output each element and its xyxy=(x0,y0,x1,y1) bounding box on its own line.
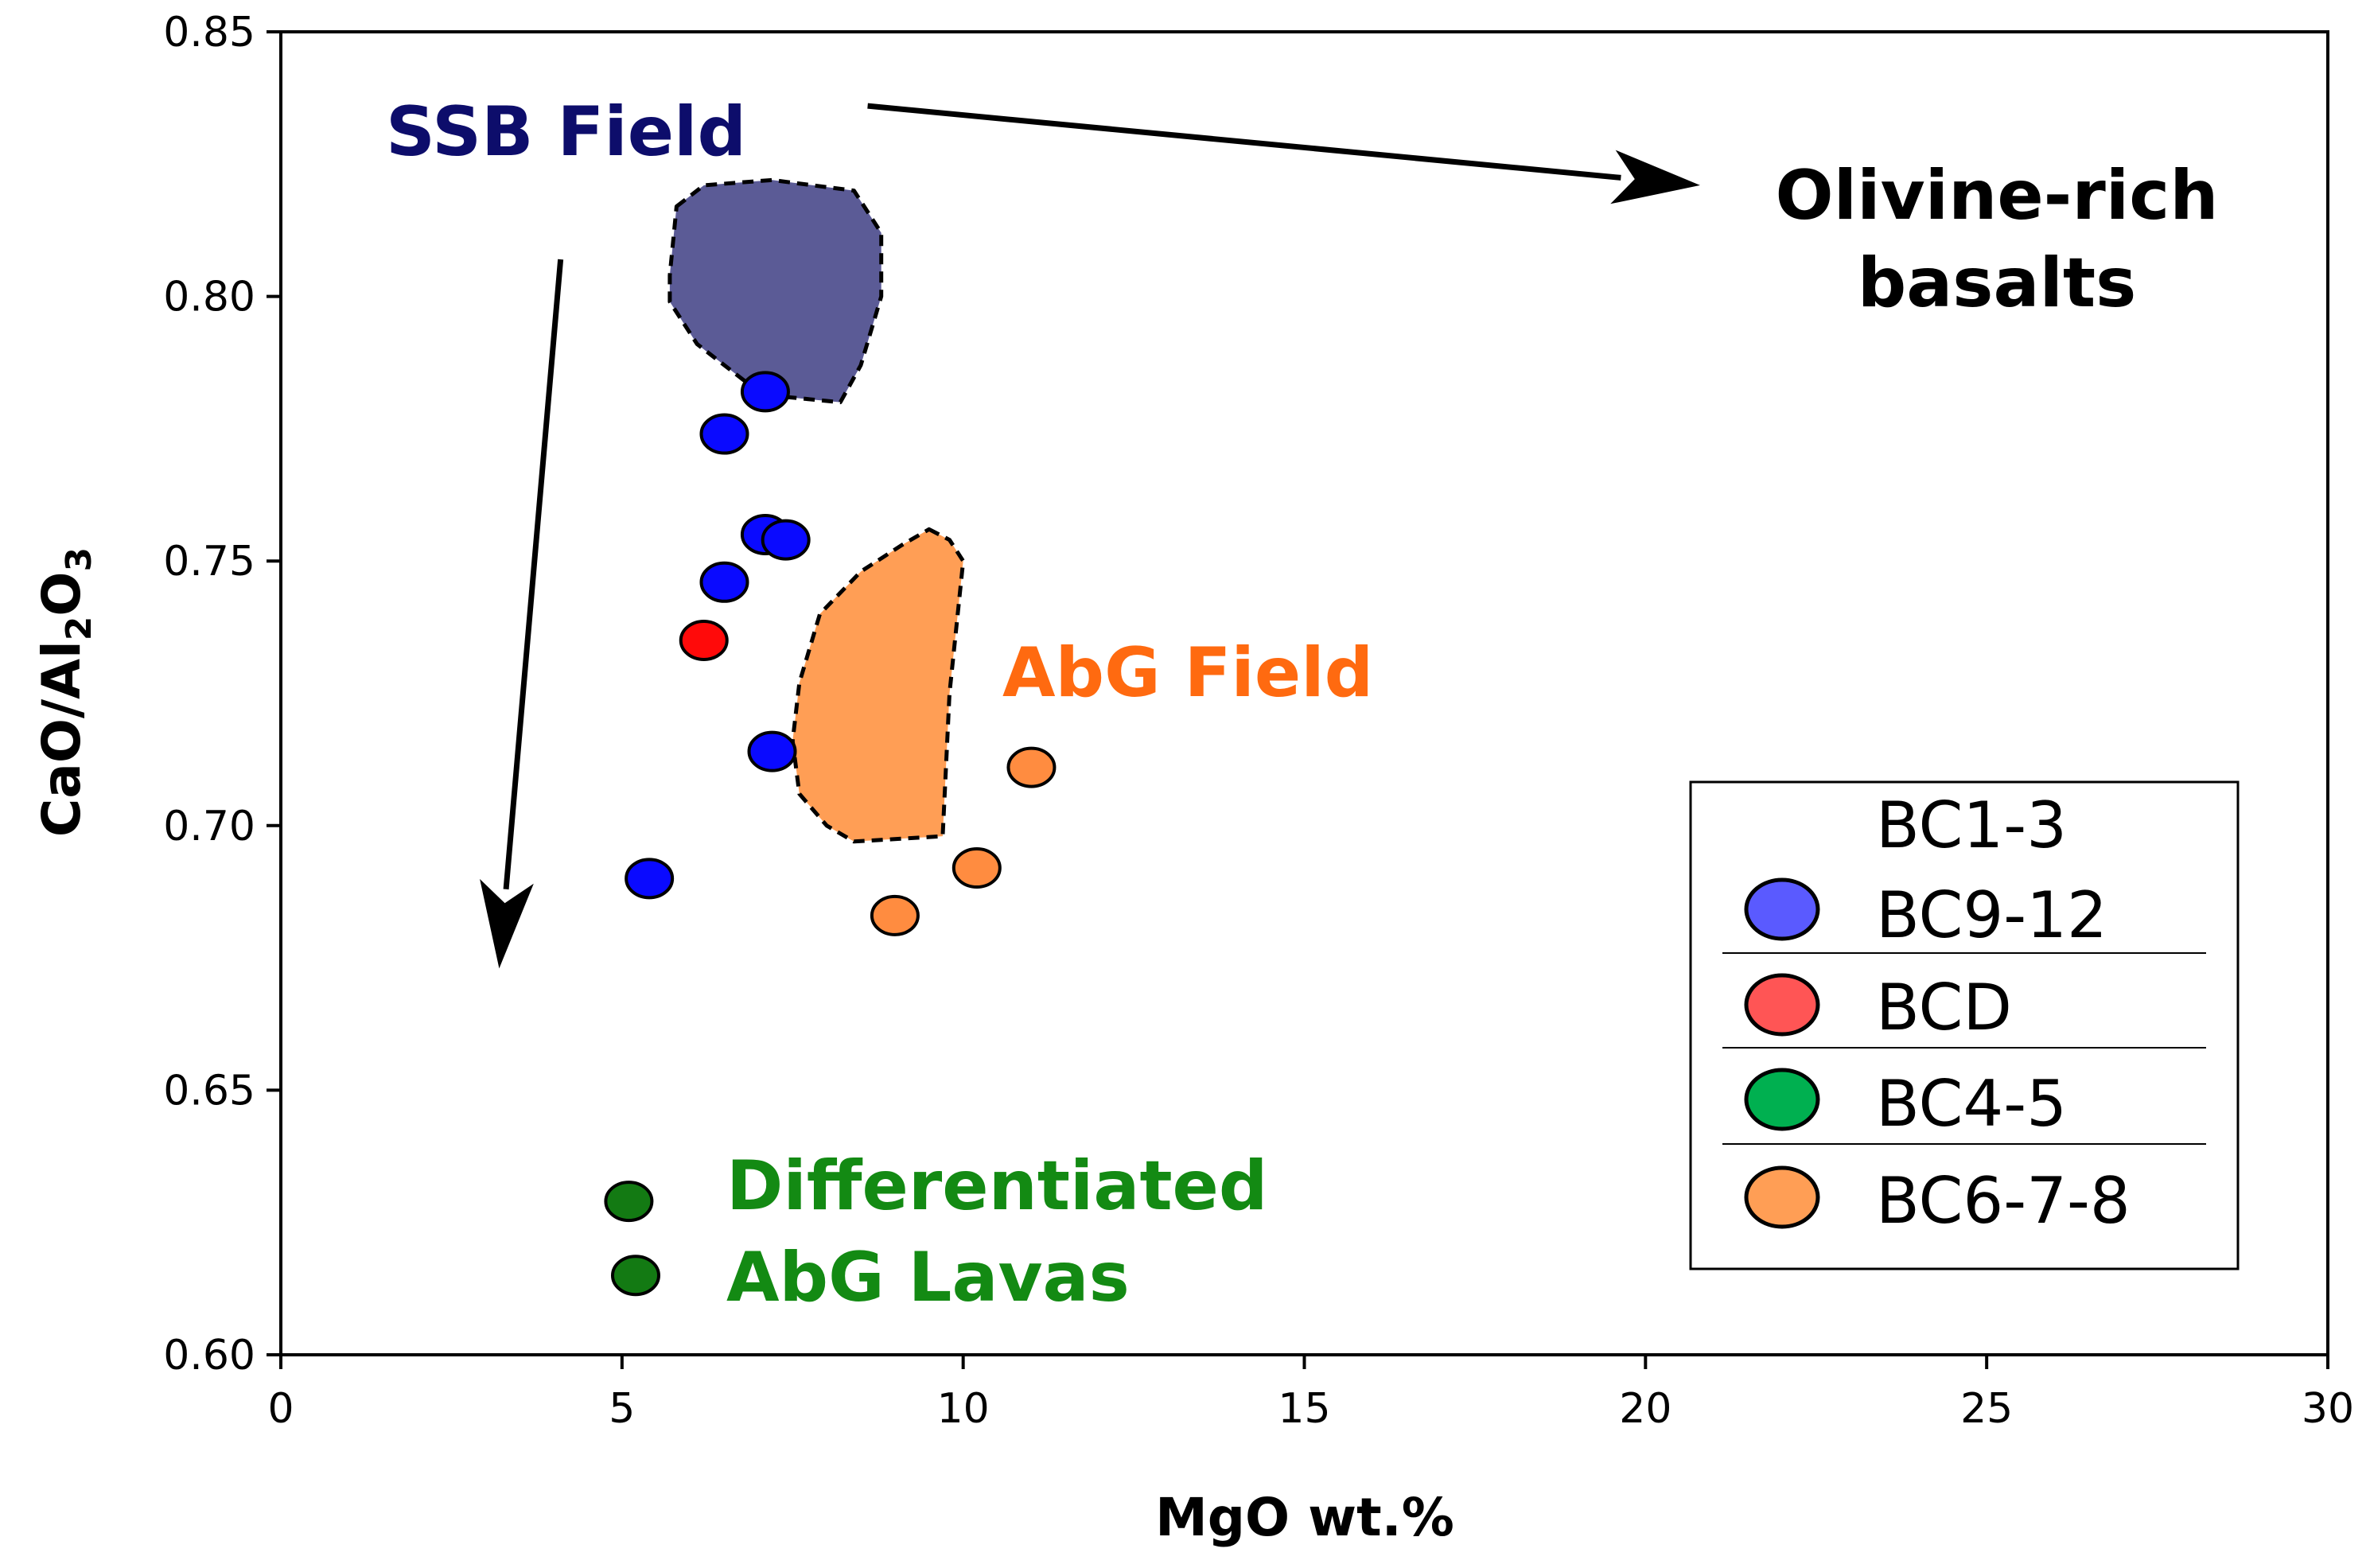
arrows-layer xyxy=(480,103,1700,969)
y-tick-label: 0.70 xyxy=(163,803,255,850)
abg-field-region xyxy=(790,527,966,844)
ssb-field-annotation: SSB Field xyxy=(386,92,746,172)
y-tick-label: 0.85 xyxy=(163,9,255,56)
legend-label-bc9-12: BC9-12 xyxy=(1876,878,2107,952)
legend-marker-bcd xyxy=(1744,973,1820,1037)
arrow-shaft xyxy=(867,103,1621,181)
point-bc6-7-8 xyxy=(1006,746,1057,788)
legend-label-bc6-7-8: BC6-7-8 xyxy=(1876,1164,2131,1238)
x-tick-label: 25 xyxy=(1960,1385,2013,1433)
arrow-shaft xyxy=(503,259,564,890)
y-tick-label: 0.60 xyxy=(163,1332,255,1379)
x-tick-label: 30 xyxy=(2302,1385,2354,1433)
legend-label-bcd: BCD xyxy=(1876,971,2012,1045)
y-axis: 0.60 0.65 0.70 0.75 0.80 0.85 xyxy=(163,9,281,1379)
x-axis: 0 5 10 15 20 25 30 xyxy=(267,1355,2354,1433)
x-axis-label: MgO wt.% xyxy=(1155,1487,1454,1548)
olivine-rich-annotation: Olivine-rich xyxy=(1776,156,2219,235)
ssb-field-region xyxy=(667,177,884,405)
point-bc6-7-8 xyxy=(952,847,1002,889)
point-bc9-12 xyxy=(740,371,790,413)
abg-field-annotation: AbG Field xyxy=(1002,633,1373,713)
legend-label-bc1-3: BC1-3 xyxy=(1876,788,2067,862)
legend-marker-bc4-5 xyxy=(1744,1068,1820,1131)
point-bc9-12 xyxy=(625,858,675,900)
point-bcd xyxy=(679,619,729,661)
x-tick-label: 10 xyxy=(937,1385,990,1433)
y-tick-label: 0.80 xyxy=(163,274,255,321)
fields-layer xyxy=(667,177,966,844)
basalts-annotation: basalts xyxy=(1858,243,2137,323)
point-bc9-12 xyxy=(699,413,749,455)
point-bc9-12 xyxy=(761,519,811,561)
legend-marker-bc6-7-8 xyxy=(1744,1165,1820,1229)
point-bc9-12 xyxy=(699,561,749,603)
legend-marker-bc9-12 xyxy=(1744,877,1820,941)
x-tick-label: 0 xyxy=(267,1385,294,1433)
points-layer xyxy=(604,371,1057,1297)
y-axis-label: CaO/Al2O3 xyxy=(31,547,99,837)
arrow-head xyxy=(480,878,534,969)
legend-label-bc4-5: BC4-5 xyxy=(1876,1067,2067,1141)
x-tick-label: 5 xyxy=(609,1385,635,1433)
point-bc9-12 xyxy=(747,730,797,772)
y-tick-label: 0.65 xyxy=(163,1067,255,1115)
point-bc6-7-8 xyxy=(870,894,920,936)
arrow-head xyxy=(1610,150,1700,204)
abg-lavas-annotation: AbG Lavas xyxy=(726,1238,1130,1317)
point-differentiated xyxy=(610,1255,660,1297)
x-tick-label: 15 xyxy=(1278,1385,1330,1433)
legend: BC1-3 BC9-12 BCD BC4-5 BC6-7-8 xyxy=(1689,780,2240,1270)
differentiated-annotation: Differentiated xyxy=(726,1146,1267,1226)
y-tick-label: 0.75 xyxy=(163,538,255,586)
point-differentiated xyxy=(604,1181,654,1223)
x-tick-label: 20 xyxy=(1619,1385,1671,1433)
